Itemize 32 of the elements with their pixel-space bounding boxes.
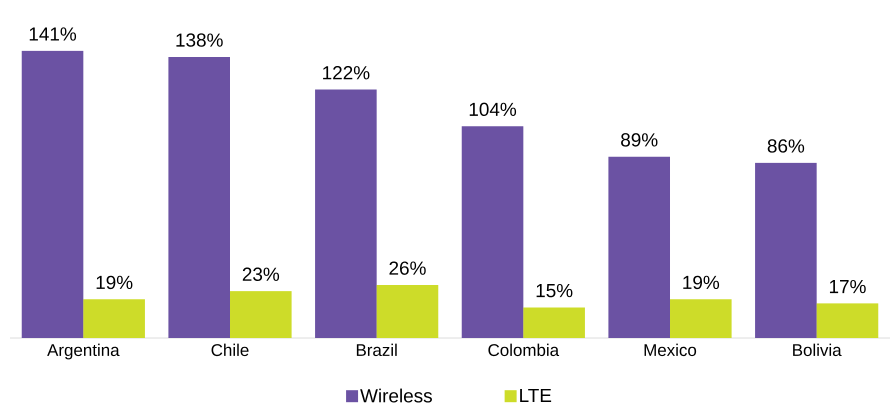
bar	[83, 299, 145, 338]
bar	[230, 291, 292, 338]
data-label: 15%	[536, 284, 572, 298]
bar	[22, 50, 84, 338]
data-label: 141%	[30, 27, 76, 41]
x-tick-label: Mexico	[644, 344, 696, 356]
data-label: 86%	[768, 139, 804, 153]
bar	[315, 90, 377, 338]
data-label: 19%	[683, 276, 720, 290]
x-tick-label: Brazil	[356, 344, 397, 356]
data-label: 26%	[389, 261, 426, 275]
x-tick-label: Chile	[212, 344, 249, 356]
bar	[523, 307, 585, 338]
bar	[755, 162, 817, 338]
bar	[376, 285, 438, 338]
bar	[168, 56, 230, 338]
x-tick-label: Colombia	[488, 344, 560, 356]
bar	[816, 303, 878, 338]
data-label: 17%	[830, 280, 866, 294]
legend-label: LTE	[520, 388, 552, 402]
data-label: 89%	[621, 133, 658, 147]
bar	[608, 156, 670, 338]
data-label: 122%	[323, 66, 370, 80]
x-tick-label: Argentina	[47, 344, 120, 360]
data-label: 19%	[96, 276, 132, 290]
x-tick-label: Bolivia	[793, 344, 842, 356]
bar	[462, 126, 524, 338]
legend-label: Wireless	[360, 388, 432, 402]
data-label: 23%	[242, 268, 280, 281]
bar	[670, 299, 732, 338]
data-label: 138%	[176, 33, 223, 47]
data-label: 104%	[470, 102, 516, 116]
